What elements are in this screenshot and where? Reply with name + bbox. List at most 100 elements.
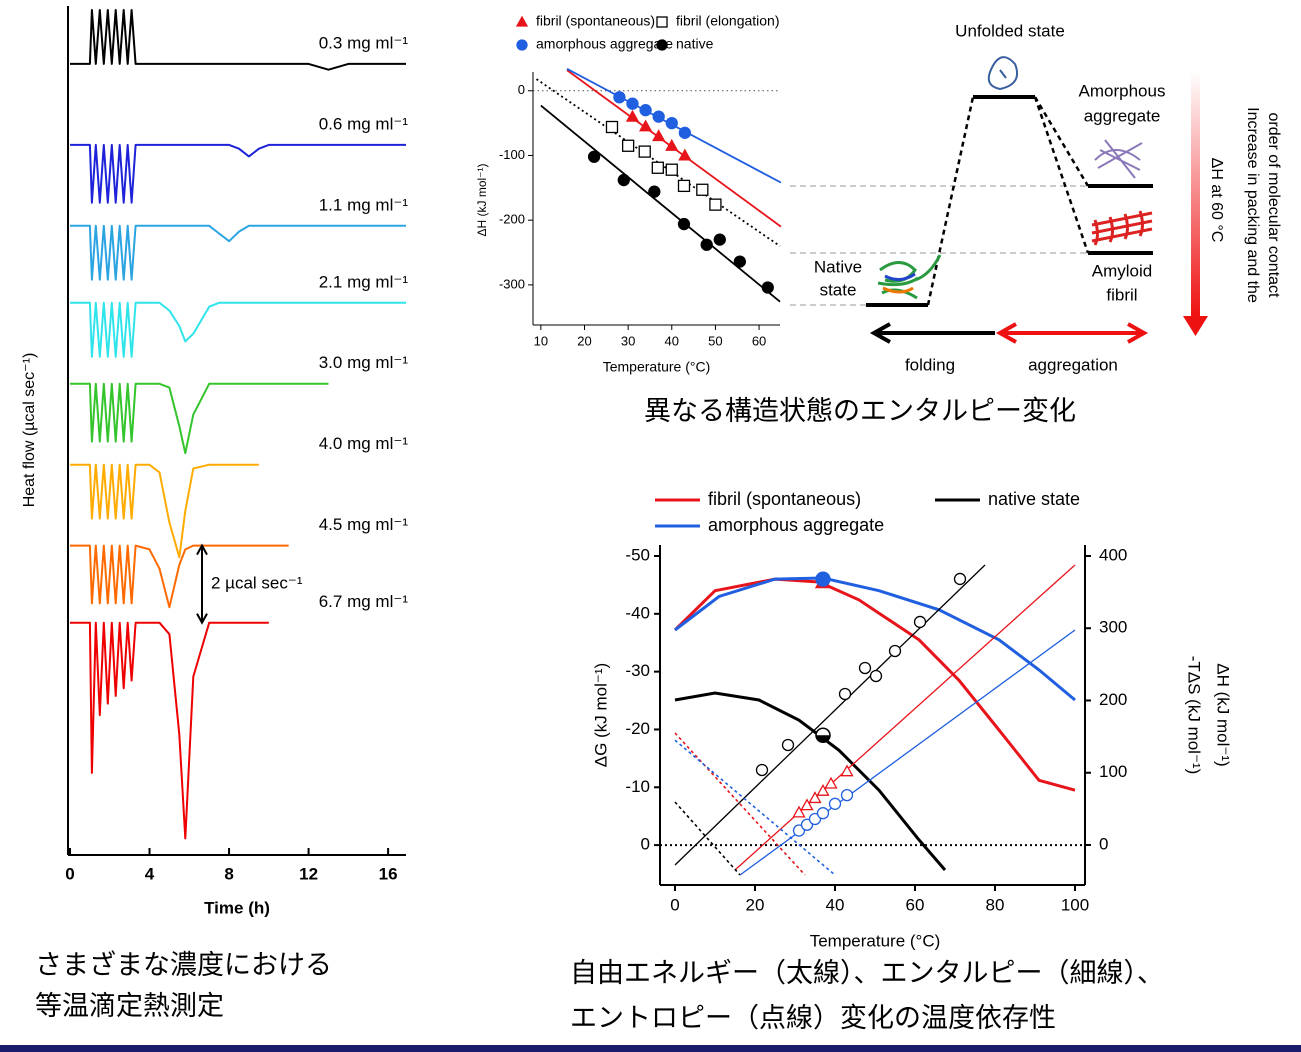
legend-label: amorphous aggregate [536, 36, 673, 52]
marker [639, 146, 650, 157]
annotation: 2 µcal sec⁻¹ [211, 574, 303, 593]
marker [666, 118, 677, 129]
y2-tick-label: 0 [1099, 834, 1108, 853]
marker [517, 40, 527, 50]
x-tick-label: 0 [670, 895, 679, 914]
y-tick-label: -300 [499, 276, 525, 291]
marker [714, 234, 725, 245]
x-tick-label: 20 [577, 333, 591, 348]
diagram-label: folding [905, 355, 955, 374]
marker [678, 180, 689, 191]
x-tick-label: 50 [708, 333, 722, 348]
marker [762, 282, 773, 293]
series-label: 1.1 mg ml⁻¹ [319, 195, 409, 214]
marker [915, 616, 926, 627]
curve [675, 565, 985, 865]
legend-label: fibril (spontaneous) [708, 489, 861, 509]
diagram-label: Increase in packing and the [1244, 107, 1261, 303]
marker [840, 688, 851, 699]
x-axis-label: Temperature (°C) [603, 359, 711, 375]
diagram-label: Amyloid [1092, 261, 1152, 280]
x-tick-label: 30 [621, 333, 635, 348]
marker [679, 127, 690, 138]
x-tick-label: 8 [224, 864, 233, 883]
trace [70, 303, 406, 357]
legend-label: native [676, 36, 714, 52]
footer-bar [0, 1045, 1301, 1052]
marker [890, 645, 901, 656]
marker [701, 239, 712, 250]
trace [70, 623, 269, 839]
marker [606, 122, 617, 133]
marker [614, 92, 625, 103]
y2-axis-label: -TΔS (kJ mol⁻¹) [1185, 656, 1204, 775]
x-tick-label: 0 [65, 864, 74, 883]
aggregation-arrow [1000, 324, 1144, 342]
marker [678, 219, 689, 230]
marker [589, 151, 600, 162]
caption: 等温滴定熱測定 [35, 991, 224, 1021]
diagram-label: aggregation [1028, 355, 1118, 374]
figure: Unfolded state Amorphous aggregate Nativ… [0, 0, 1301, 1052]
marker [623, 140, 634, 151]
x-tick-label: 40 [826, 895, 845, 914]
marker [652, 162, 663, 173]
folding-arrow [874, 324, 995, 342]
series-label: 2.1 mg ml⁻¹ [319, 272, 409, 291]
trace [70, 384, 329, 453]
unfolded-icon [989, 57, 1017, 89]
marker [830, 798, 841, 809]
curve [675, 733, 805, 875]
trace [70, 145, 406, 203]
y-tick-label: -100 [499, 147, 525, 162]
diagram-label: aggregate [1084, 106, 1161, 125]
y2-tick-label: 100 [1099, 762, 1127, 781]
marker [618, 175, 629, 186]
x-tick-label: 60 [906, 895, 925, 914]
legend-label: amorphous aggregate [708, 515, 884, 535]
packing-arrow-head [1183, 316, 1208, 336]
transition-line [928, 97, 1088, 305]
series-label: 4.5 mg ml⁻¹ [319, 515, 409, 534]
marker [816, 572, 830, 586]
marker [666, 164, 677, 175]
y2-tick-label: 400 [1099, 545, 1127, 564]
caption: エントロピー（点線）変化の温度依存性 [570, 1003, 1056, 1033]
marker [860, 662, 871, 673]
marker [697, 184, 708, 195]
x-tick-label: 80 [986, 895, 1005, 914]
y2-tick-label: 200 [1099, 690, 1127, 709]
diagram-label: Native [814, 257, 862, 276]
marker [826, 778, 837, 788]
series-label: 3.0 mg ml⁻¹ [319, 353, 409, 372]
x-tick-label: 16 [379, 864, 398, 883]
y-tick-label: -30 [625, 661, 650, 680]
y2-axis-label: ΔH (kJ mol⁻¹) [1214, 663, 1233, 766]
x-tick-label: 60 [752, 333, 766, 348]
marker [653, 131, 664, 141]
y-tick-label: -40 [625, 603, 650, 622]
marker [517, 17, 527, 26]
curve [675, 693, 945, 870]
diagram-label: ΔH at 60 °C [1208, 158, 1225, 243]
y-tick-label: -50 [625, 545, 650, 564]
marker [818, 808, 829, 819]
marker [734, 256, 745, 267]
marker [627, 98, 638, 109]
scale-bar [197, 546, 207, 623]
series-label: 0.3 mg ml⁻¹ [319, 33, 409, 52]
marker [657, 40, 667, 50]
x-tick-label: 100 [1061, 895, 1089, 914]
diagram-label: fibril [1106, 285, 1137, 304]
marker [871, 670, 882, 681]
diagram-label: Unfolded state [955, 21, 1065, 40]
y-axis-label: ΔG (kJ mol⁻¹) [591, 663, 610, 767]
caption: さまざまな濃度における [35, 950, 332, 980]
diagram-label: order of molecular contact [1265, 113, 1282, 299]
diagram-label: state [820, 280, 857, 299]
marker [842, 766, 853, 776]
marker [679, 150, 690, 160]
caption: 自由エネルギー（太線）、エンタルピー（細線）、 [570, 958, 1164, 988]
marker [710, 199, 721, 210]
marker [640, 105, 651, 116]
